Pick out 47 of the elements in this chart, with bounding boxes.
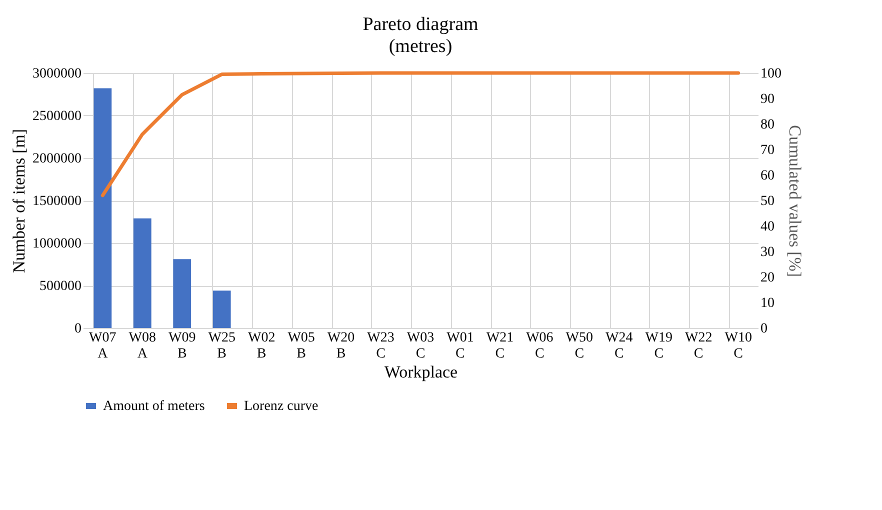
y-axis-title: Number of items [m] (10, 129, 28, 273)
x-tick-label: W09 B (168, 330, 196, 362)
y2-tick-label: 10 (760, 296, 774, 311)
y-tick-label: 500000 (40, 279, 82, 294)
y2-tick-label: 0 (760, 322, 768, 336)
bar (212, 290, 231, 328)
y-tick-label: 3000000 (32, 66, 82, 82)
bar (94, 88, 112, 328)
x-tick-label: W08 A (128, 330, 156, 362)
x-tick-label: W24 C (606, 330, 633, 362)
x-tick-label: W22 C (684, 330, 712, 362)
bar (173, 259, 192, 328)
x-tick-label: W23 C (367, 330, 394, 362)
y-tick-label: 1500000 (32, 194, 82, 209)
chart-title: Pareto diagram (362, 14, 478, 35)
y2-tick-label: 100 (760, 66, 782, 82)
x-tick-label: W02 B (248, 330, 276, 362)
line-series (100, 71, 740, 198)
y2-tick-label: 40 (760, 220, 774, 234)
x-tick-label: W01 C (446, 330, 474, 362)
y-tick-label: 0 (74, 322, 82, 336)
y2-tick-label: 50 (760, 194, 774, 209)
bar (133, 218, 152, 328)
y2-tick-label: 30 (760, 245, 774, 260)
x-tick-label: W25 B (208, 330, 236, 362)
x-tick-label: W03 C (406, 330, 434, 362)
x-tick-label: W05 B (288, 330, 315, 362)
chart-subtitle: (metres) (388, 36, 452, 57)
y2-tick-label: 60 (760, 168, 774, 184)
y2-axis-title: Cumulated values [%] (786, 124, 804, 278)
y2-tick-label: 70 (760, 143, 774, 158)
y2-tick-label: 20 (760, 270, 774, 286)
y-tick-label: 1000000 (32, 236, 82, 252)
x-tick-label: W50 C (566, 330, 594, 362)
x-tick-label: W07 A (89, 330, 116, 362)
x-tick-label: W19 C (645, 330, 672, 362)
x-tick-label: W06 C (526, 330, 554, 362)
y2-tick-label: 90 (760, 92, 774, 107)
y-tick-label: 2000000 (32, 152, 82, 166)
x-tick-label: W10 C (724, 330, 752, 362)
legend-label: Lorenz curve (244, 399, 318, 414)
x-tick-label: W20 B (327, 330, 355, 362)
legend-label: Amount of meters (103, 399, 205, 414)
y-tick-label: 2500000 (32, 109, 82, 124)
x-axis-title: Workplace (384, 362, 458, 382)
y2-tick-label: 80 (760, 118, 774, 132)
x-tick-label: W21 C (486, 330, 514, 362)
